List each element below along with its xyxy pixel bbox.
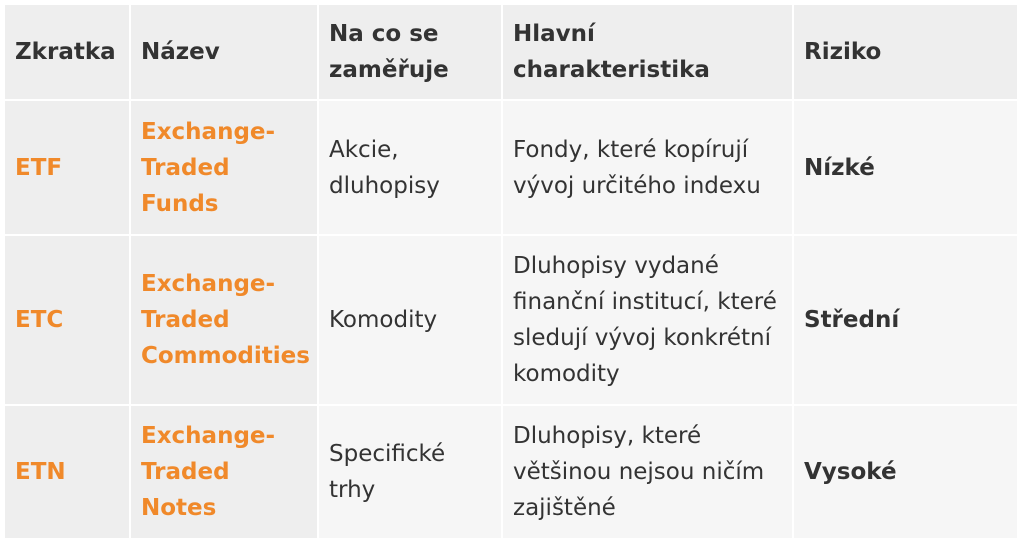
cell-feature: Dluhopisy vydané finanční institucí, kte… — [503, 236, 792, 404]
cell-risk: Nízké — [794, 101, 1017, 234]
table-header-row: Zkratka Název Na co se zaměřuje Hlavní c… — [5, 5, 1017, 99]
cell-focus: Akcie, dluhopisy — [319, 101, 501, 234]
table-row: ETF Exchange-Traded Funds Akcie, dluhopi… — [5, 101, 1017, 234]
header-risk: Riziko — [794, 5, 1017, 99]
cell-name: Exchange-Traded Notes — [131, 406, 317, 538]
table-row: ETN Exchange-Traded Notes Specifické trh… — [5, 406, 1017, 538]
cell-name: Exchange-Traded Funds — [131, 101, 317, 234]
cell-focus: Specifické trhy — [319, 406, 501, 538]
header-focus: Na co se zaměřuje — [319, 5, 501, 99]
cell-abbr: ETC — [5, 236, 129, 404]
cell-feature: Fondy, které kopírují vývoj určitého ind… — [503, 101, 792, 234]
cell-risk: Vysoké — [794, 406, 1017, 538]
cell-abbr: ETN — [5, 406, 129, 538]
cell-focus: Komodity — [319, 236, 501, 404]
cell-risk: Střední — [794, 236, 1017, 404]
cell-abbr: ETF — [5, 101, 129, 234]
header-feature: Hlavní charakteristika — [503, 5, 792, 99]
table-row: ETC Exchange-Traded Commodities Komodity… — [5, 236, 1017, 404]
cell-feature: Dluhopisy, které většinou nejsou ničím z… — [503, 406, 792, 538]
etf-comparison-table: Zkratka Název Na co se zaměřuje Hlavní c… — [3, 3, 1019, 540]
header-name: Název — [131, 5, 317, 99]
header-abbr: Zkratka — [5, 5, 129, 99]
cell-name: Exchange-Traded Commodities — [131, 236, 317, 404]
